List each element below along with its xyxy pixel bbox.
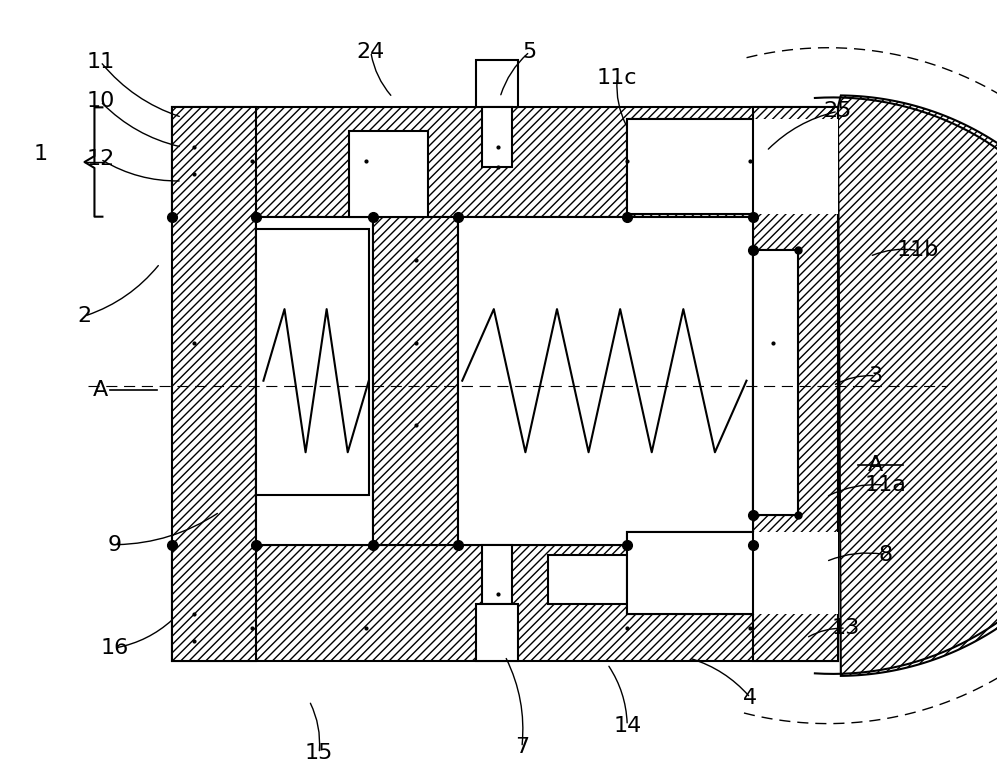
Text: 14: 14	[613, 715, 641, 736]
Text: 15: 15	[305, 744, 333, 763]
Text: 11b: 11b	[896, 240, 939, 260]
Bar	[373, 216, 458, 545]
Text: 11c: 11c	[597, 67, 638, 87]
Bar	[172, 107, 256, 661]
Bar	[753, 250, 798, 515]
Bar	[349, 132, 428, 216]
Text: 7: 7	[515, 737, 529, 757]
Bar	[172, 107, 838, 216]
Bar	[627, 119, 838, 213]
Bar	[627, 119, 753, 213]
Bar	[627, 532, 838, 614]
Bar	[256, 229, 369, 495]
Bar	[256, 216, 373, 545]
Text: 1: 1	[34, 144, 48, 164]
Text: 3: 3	[869, 366, 883, 386]
Text: 25: 25	[824, 101, 852, 122]
Bar	[753, 107, 838, 661]
Text: 2: 2	[77, 306, 92, 326]
Text: 16: 16	[100, 638, 128, 658]
Text: 8: 8	[879, 545, 893, 565]
Text: 13: 13	[832, 618, 860, 638]
Text: 5: 5	[523, 41, 537, 62]
Bar	[753, 250, 798, 515]
Text: A: A	[868, 455, 883, 475]
Bar	[482, 545, 512, 604]
Bar	[476, 604, 518, 661]
Text: 12: 12	[86, 149, 115, 169]
Text: 24: 24	[357, 41, 385, 62]
Bar	[548, 555, 627, 604]
Bar	[627, 532, 753, 614]
Text: 11a: 11a	[865, 475, 907, 495]
Text: 4: 4	[743, 688, 758, 708]
Bar	[627, 119, 753, 213]
PathPatch shape	[838, 96, 1000, 676]
Text: 11: 11	[86, 51, 115, 72]
Bar	[172, 545, 838, 661]
Bar	[482, 107, 512, 167]
Text: 9: 9	[107, 535, 121, 555]
Bar	[476, 60, 518, 107]
Text: A: A	[93, 379, 108, 399]
Bar	[458, 216, 753, 545]
PathPatch shape	[838, 96, 1000, 676]
Text: 10: 10	[86, 91, 115, 112]
Bar	[627, 532, 753, 614]
